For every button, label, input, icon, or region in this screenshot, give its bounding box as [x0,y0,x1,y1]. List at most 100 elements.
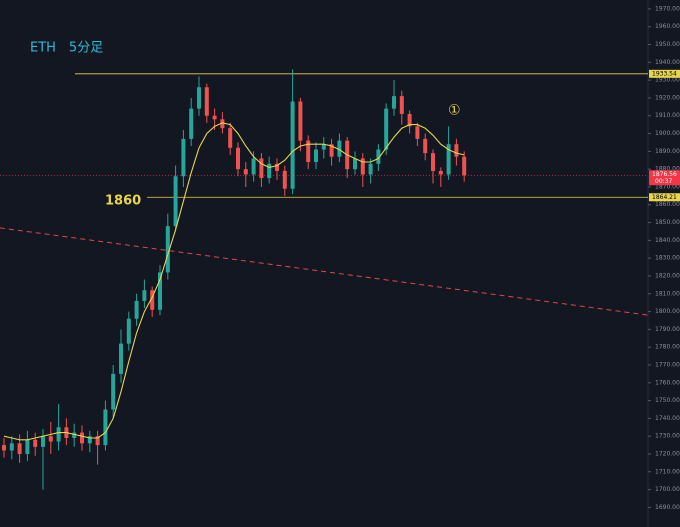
candle-body [80,432,84,444]
y-tick-label: 1730.00 [655,433,680,440]
y-tick-label: 1910.00 [655,112,680,119]
candle-body [353,158,357,170]
candle-body [48,436,53,442]
candle-body [415,126,420,139]
y-tick-label: 1890.00 [655,148,680,155]
candle-body [228,128,233,148]
y-tick-label: 1800.00 [655,308,680,315]
candle-body [220,119,225,129]
candle-body [446,144,451,175]
y-tick-label: 1920.00 [655,94,680,101]
y-tick-label: 1940.00 [655,59,680,66]
candle-body [314,149,318,163]
candle-body [384,108,389,150]
candle-body [119,343,123,374]
y-tick-label: 1850.00 [655,219,680,226]
candle-body [399,96,404,114]
y-tick-label: 1720.00 [655,451,680,458]
candle-body [126,318,131,344]
candle-body [165,226,170,273]
trendline [0,227,649,316]
candle-body [423,138,428,154]
candle-body [111,373,116,410]
y-tick-label: 1900.00 [655,130,680,137]
y-tick-label: 1950.00 [655,41,680,48]
candle-body [329,144,334,157]
candle-body [462,156,467,176]
level-label: 1933.54 [652,70,677,77]
y-tick-label: 1870.00 [655,183,680,190]
current-price-box [649,170,680,186]
candle-body [33,439,38,447]
candle-body [243,169,248,175]
candle-body [392,96,396,109]
candle-body [25,439,30,455]
y-tick-label: 1790.00 [655,326,680,333]
candle-body [181,138,186,177]
y-tick-label: 1700.00 [655,486,680,493]
countdown-label: 00:37 [655,178,672,185]
y-tick-label: 1740.00 [655,415,680,422]
y-tick-label: 1710.00 [655,468,680,475]
y-tick-label: 1690.00 [655,504,680,511]
candle-body [407,113,412,127]
level-label-box [649,69,680,78]
chart-title: ETH 5分足 [30,41,103,56]
candle-body [212,115,217,120]
candle-body [41,436,45,447]
candle-body [2,445,6,451]
candle-body [95,436,100,446]
candle-body [251,158,256,175]
candle-body [142,290,147,301]
y-tick-label: 1970.00 [655,5,680,12]
candle-body [150,290,155,310]
candle-body [173,176,178,227]
y-tick-label: 1760.00 [655,379,680,386]
annotation: ① [448,102,461,118]
candle-body [321,144,326,150]
candle-body [290,101,295,189]
candle-body [72,432,77,438]
y-tick-label: 1820.00 [655,272,680,279]
current-price-label: 1876.56 [652,171,677,178]
y-tick-label: 1930.00 [655,77,680,84]
y-tick-label: 1750.00 [655,397,680,404]
candle-body [9,443,14,451]
y-tick-label: 1860.00 [655,201,680,208]
level-label: 1864.21 [652,194,677,201]
y-tick-label: 1880.00 [655,166,680,173]
y-tick-label: 1960.00 [655,23,680,30]
candle-body [87,436,92,444]
candle-body [298,101,303,141]
candle-body [306,140,311,163]
y-tick-label: 1840.00 [655,237,680,244]
candle-body [189,108,194,139]
candle-body [259,158,264,179]
candle-body [376,149,381,164]
candle-body [267,163,272,179]
candle-body [337,140,342,157]
candle-body [282,170,287,189]
candle-body [368,163,373,175]
level-label-box [649,193,680,202]
candle-body [360,158,365,175]
candle-body [158,272,162,310]
candle-body [431,153,435,171]
candle-body [103,409,108,446]
y-tick-label: 1780.00 [655,344,680,351]
candle-body [17,443,22,455]
y-tick-label: 1830.00 [655,255,680,262]
annotation: 1860 [105,194,141,209]
candle-body [236,147,240,170]
candle-body [438,170,443,175]
candle-body [454,144,459,157]
candle-body [204,87,209,116]
candle-body [134,300,139,319]
moving-average [3,122,465,441]
candle-body [197,87,201,109]
candle-body [56,427,61,442]
candle-body [275,163,279,171]
y-tick-label: 1810.00 [655,290,680,297]
